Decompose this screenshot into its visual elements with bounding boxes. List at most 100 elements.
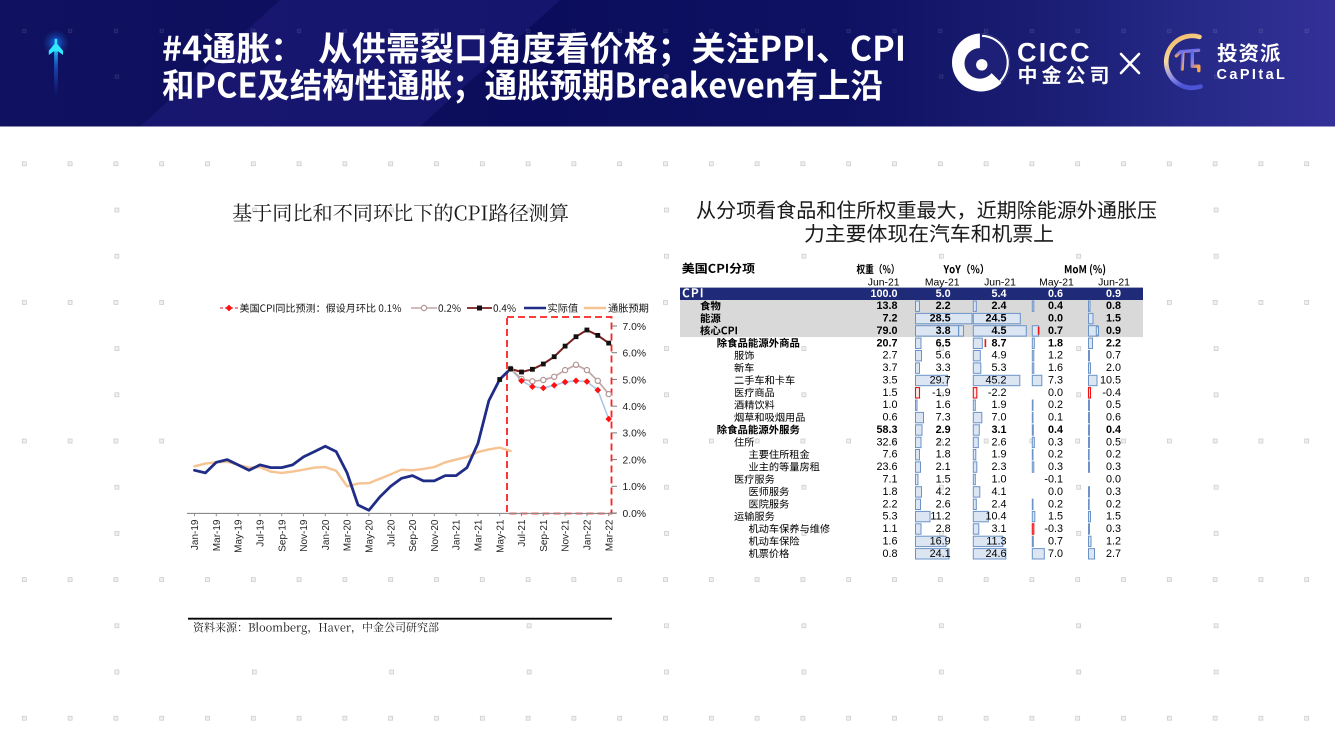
svg-text:7.3: 7.3 (1048, 374, 1063, 386)
svg-text:1.6: 1.6 (1048, 362, 1063, 374)
svg-text:0.8: 0.8 (882, 548, 897, 560)
svg-text:6.0%: 6.0% (623, 349, 646, 360)
svg-text:0.1: 0.1 (1048, 412, 1063, 424)
svg-text:1.5: 1.5 (936, 474, 951, 486)
svg-text:79.0: 79.0 (876, 325, 897, 337)
svg-text:2.4: 2.4 (991, 300, 1006, 312)
svg-text:2.2: 2.2 (936, 436, 951, 448)
svg-text:6.5: 6.5 (936, 337, 951, 349)
svg-text:Jan-22: Jan-22 (583, 519, 594, 550)
svg-text:0.0: 0.0 (1048, 387, 1063, 399)
svg-text:2.2: 2.2 (936, 300, 951, 312)
svg-text:0.4: 0.4 (1048, 424, 1063, 436)
svg-text:3.1: 3.1 (991, 424, 1006, 436)
svg-text:3.8: 3.8 (936, 325, 951, 337)
svg-text:3.5: 3.5 (882, 374, 897, 386)
svg-text:23.6: 23.6 (876, 461, 897, 473)
svg-text:-1.9: -1.9 (932, 387, 951, 399)
svg-text:-2.2: -2.2 (988, 387, 1007, 399)
svg-text:0.4: 0.4 (1106, 424, 1121, 436)
svg-text:-0.4: -0.4 (1102, 387, 1121, 399)
svg-text:Jun-21: Jun-21 (868, 277, 900, 288)
svg-text:1.2: 1.2 (1106, 535, 1121, 547)
svg-text:100.0: 100.0 (870, 288, 897, 300)
svg-text:7.0%: 7.0% (623, 322, 646, 333)
svg-text:1.1: 1.1 (882, 523, 897, 535)
svg-text:7.6: 7.6 (882, 449, 897, 461)
svg-text:4.0%: 4.0% (623, 402, 646, 413)
svg-text:Jan-21: Jan-21 (452, 519, 463, 550)
svg-text:Nov-19: Nov-19 (299, 519, 310, 552)
svg-text:0.6: 0.6 (882, 412, 897, 424)
svg-text:0.5: 0.5 (1106, 436, 1121, 448)
svg-text:7.0: 7.0 (1048, 548, 1063, 560)
svg-text:Mar-19: Mar-19 (212, 519, 223, 551)
svg-text:2.6: 2.6 (936, 498, 951, 510)
svg-text:Jul-20: Jul-20 (386, 519, 397, 547)
svg-text:2.4: 2.4 (991, 498, 1006, 510)
svg-text:0.9: 0.9 (1106, 288, 1121, 300)
svg-text:0.7: 0.7 (1048, 325, 1063, 337)
svg-text:1.8: 1.8 (936, 449, 951, 461)
svg-text:0.3: 0.3 (1106, 486, 1121, 498)
svg-text:2.7: 2.7 (1106, 548, 1121, 560)
svg-text:0.2: 0.2 (1106, 449, 1121, 461)
svg-text:1.0: 1.0 (991, 474, 1006, 486)
svg-text:1.8: 1.8 (1048, 337, 1063, 349)
svg-text:Sep-19: Sep-19 (277, 519, 288, 552)
svg-text:5.0: 5.0 (936, 288, 951, 300)
svg-text:3.0%: 3.0% (623, 429, 646, 440)
svg-text:2.2: 2.2 (1106, 337, 1121, 349)
svg-text:Nov-21: Nov-21 (561, 519, 572, 552)
svg-text:11.3: 11.3 (986, 535, 1006, 547)
svg-text:5.4: 5.4 (991, 288, 1006, 300)
svg-text:0.7: 0.7 (1048, 535, 1063, 547)
svg-text:Nov-20: Nov-20 (430, 519, 441, 552)
svg-text:May-20: May-20 (365, 519, 376, 553)
svg-text:0.0: 0.0 (1106, 474, 1121, 486)
svg-text:3.3: 3.3 (936, 362, 951, 374)
svg-text:2.7: 2.7 (882, 350, 897, 362)
svg-text:13.8: 13.8 (876, 300, 897, 312)
svg-text:2.3: 2.3 (991, 461, 1006, 473)
svg-text:1.8: 1.8 (882, 486, 897, 498)
svg-text:4.1: 4.1 (991, 486, 1006, 498)
svg-text:2.0: 2.0 (1106, 362, 1121, 374)
svg-text:10.5: 10.5 (1100, 374, 1121, 386)
svg-text:7.3: 7.3 (936, 412, 951, 424)
svg-text:1.5: 1.5 (1106, 511, 1121, 523)
svg-text:5.3: 5.3 (991, 362, 1006, 374)
svg-text:May-21: May-21 (925, 277, 960, 288)
svg-text:0.2: 0.2 (1048, 449, 1063, 461)
svg-text:May-19: May-19 (234, 519, 245, 553)
svg-text:16.9: 16.9 (930, 535, 951, 547)
svg-text:1.0: 1.0 (882, 399, 897, 411)
svg-text:Jan-19: Jan-19 (190, 519, 201, 550)
svg-text:0.3: 0.3 (1106, 523, 1121, 535)
svg-text:7.1: 7.1 (882, 474, 897, 486)
svg-text:0.2: 0.2 (1048, 498, 1063, 510)
svg-text:1.0%: 1.0% (623, 482, 646, 493)
svg-text:5.6: 5.6 (936, 350, 951, 362)
svg-text:Jan-20: Jan-20 (321, 519, 332, 550)
svg-text:0.0%: 0.0% (623, 509, 646, 520)
svg-text:3.1: 3.1 (991, 523, 1006, 535)
svg-text:11.2: 11.2 (930, 511, 950, 523)
svg-text:2.6: 2.6 (991, 436, 1006, 448)
svg-text:29.7: 29.7 (930, 374, 951, 386)
svg-text:2.8: 2.8 (936, 523, 951, 535)
svg-text:7.0: 7.0 (991, 412, 1006, 424)
svg-text:24.5: 24.5 (985, 313, 1006, 325)
svg-text:0.9: 0.9 (1106, 325, 1121, 337)
svg-text:45.2: 45.2 (985, 374, 1006, 386)
svg-text:1.9: 1.9 (991, 399, 1006, 411)
svg-text:20.7: 20.7 (876, 337, 897, 349)
svg-text:1.6: 1.6 (936, 399, 951, 411)
svg-text:4.5: 4.5 (991, 325, 1006, 337)
svg-text:28.5: 28.5 (930, 313, 951, 325)
svg-text:0.2: 0.2 (1048, 399, 1063, 411)
svg-text:24.1: 24.1 (930, 548, 951, 560)
svg-text:1.6: 1.6 (882, 535, 897, 547)
svg-text:2.9: 2.9 (936, 424, 951, 436)
svg-text:0.2: 0.2 (1106, 498, 1121, 510)
